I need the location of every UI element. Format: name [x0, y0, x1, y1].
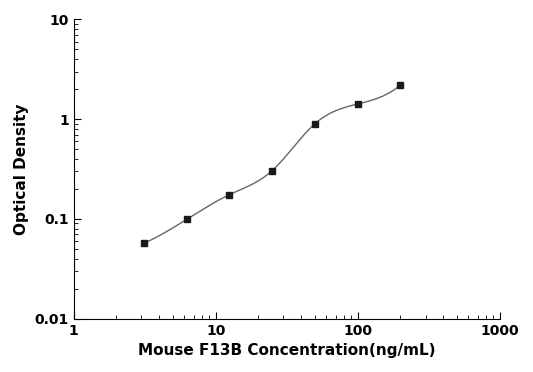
X-axis label: Mouse F13B Concentration(ng/mL): Mouse F13B Concentration(ng/mL) [138, 343, 435, 358]
Y-axis label: Optical Density: Optical Density [14, 103, 29, 235]
